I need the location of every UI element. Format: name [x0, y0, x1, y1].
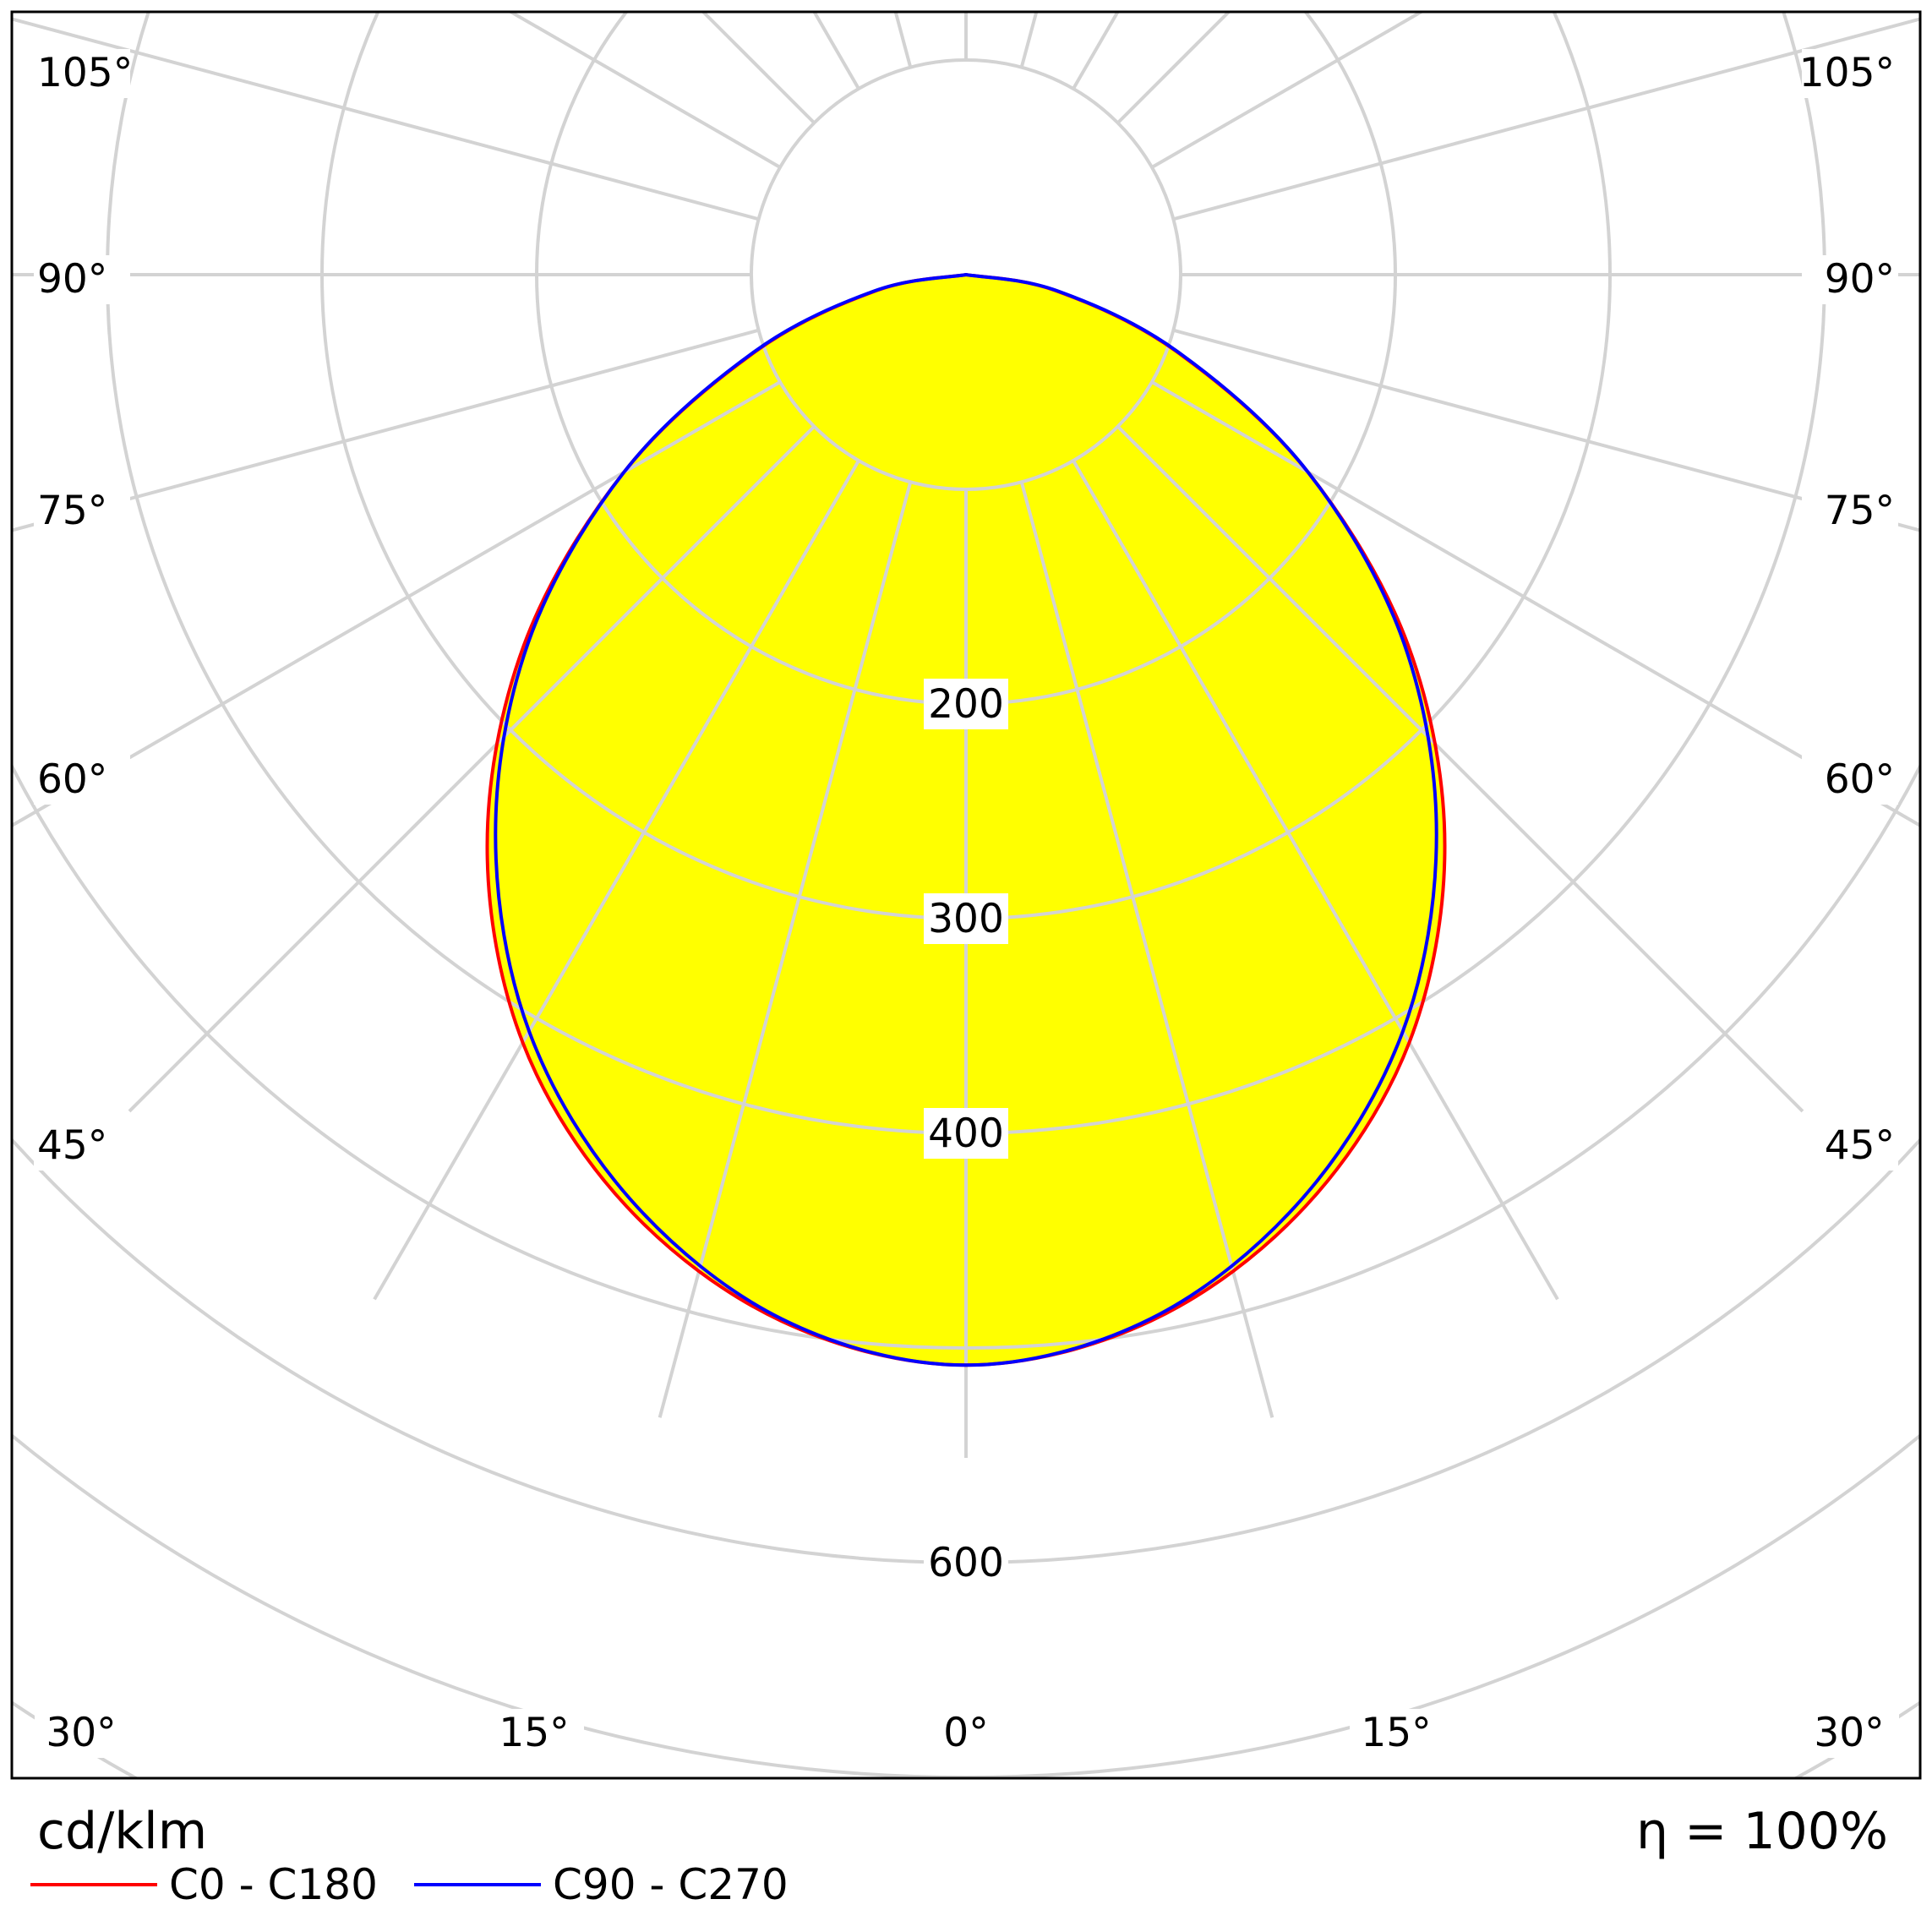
grid-spoke-overlay [374, 0, 859, 89]
angle-label-right-bg [1802, 756, 1898, 805]
unit-label: cd/klm [37, 1802, 208, 1861]
angle-label-left-bg [34, 756, 130, 805]
legend-item-c0-c180: C0 - C180 [30, 1859, 378, 1910]
efficiency-label: η = 100% [1636, 1802, 1888, 1861]
legend-swatch [414, 1883, 541, 1886]
series-line-1 [494, 272, 1438, 1367]
grid-circle-overlay [750, 275, 1182, 491]
angle-label-bottom-bg [920, 1709, 1016, 1758]
angle-label-left: 75° [37, 488, 107, 534]
grid-spoke-overlay [1022, 0, 1273, 68]
angle-label-left-bg [34, 255, 130, 304]
grid-spoke-overlay [487, 459, 860, 1301]
radial-label: 200 [928, 681, 1004, 728]
grid-spoke [1150, 12, 1425, 169]
grid-spoke-overlay [0, 0, 759, 219]
angle-label-right-bg [1802, 1122, 1898, 1171]
grid-spoke [1172, 17, 1920, 221]
grid-spoke-overlay [1116, 425, 1445, 1113]
grid-spoke [12, 328, 760, 532]
angle-label-right-bg [1802, 255, 1898, 304]
angle-label-left-bg [34, 487, 130, 536]
radial-label-bg [924, 679, 1008, 729]
angle-label-left: 15° [499, 1710, 569, 1756]
grid-spoke-overlay [1019, 481, 1274, 1366]
radial-label: 600 [928, 1540, 1004, 1586]
grid-spoke [893, 12, 913, 68]
legend-label: C90 - C270 [553, 1860, 789, 1909]
grid-spoke-overlay [658, 481, 913, 1366]
angle-label-left-bg [34, 1122, 130, 1171]
grid-spoke-overlay [1150, 380, 1445, 868]
angle-label-right: 105° [1799, 50, 1895, 96]
legend-label: C0 - C180 [169, 1860, 378, 1909]
angle-label-right: 60° [1825, 756, 1895, 803]
angle-label-right: 45° [1825, 1122, 1895, 1169]
grid-spoke [812, 12, 860, 90]
grid-spoke [1019, 12, 1039, 68]
grid-spoke-overlay [1073, 0, 1558, 89]
chart-frame [10, 10, 1922, 1780]
grid-spoke-overlay [1072, 459, 1445, 1301]
radial-label-bg [924, 1108, 1008, 1159]
axis-labels: 200 300 400 600 105° 105° 90° 90° 75° 75° 60° 60° 45… [34, 49, 1899, 1758]
radial-label-bg [924, 1537, 1008, 1588]
legend-item-c90-c270: C90 - C270 [414, 1859, 789, 1910]
grid-spoke [1172, 328, 1920, 532]
radial-label: 300 [928, 896, 1004, 942]
angle-label-left: 60° [37, 756, 107, 803]
angle-label-right: 30° [1814, 1710, 1884, 1756]
angle-label-left-bg [35, 1709, 131, 1758]
angle-label-right: 90° [1825, 256, 1895, 303]
grid-spoke [1072, 12, 1120, 90]
grid-spoke-overlay [487, 380, 782, 868]
radial-label: 400 [928, 1111, 1004, 1157]
angle-label-left: 45° [37, 1122, 107, 1169]
angle-label-right-bg [1802, 49, 1898, 98]
grid-spoke-overlay [487, 425, 816, 1113]
angle-label-bottom: 0° [943, 1710, 988, 1756]
angle-label-right-bg [1350, 1709, 1446, 1758]
grid-spoke [701, 12, 816, 124]
angle-label-right: 15° [1361, 1710, 1431, 1756]
angle-label-right-bg [1802, 487, 1898, 536]
angle-label-left: 90° [37, 256, 107, 303]
grid-spoke [12, 17, 760, 221]
angle-label-left: 30° [46, 1710, 116, 1756]
angle-label-left: 105° [37, 50, 133, 96]
grid-spoke [1116, 12, 1231, 124]
angle-label-left-bg [34, 49, 130, 98]
grid-spoke [507, 12, 782, 169]
grid-circle-overlay [487, 275, 1445, 1350]
radial-label-bg [924, 893, 1008, 944]
angle-label-right: 75° [1825, 488, 1895, 534]
legend-swatch [30, 1883, 157, 1886]
grid-spoke-overlay [1173, 0, 1932, 219]
angle-label-left-bg [488, 1709, 584, 1758]
angle-label-right-bg [1803, 1709, 1899, 1758]
grid-spoke-overlay [660, 0, 911, 68]
